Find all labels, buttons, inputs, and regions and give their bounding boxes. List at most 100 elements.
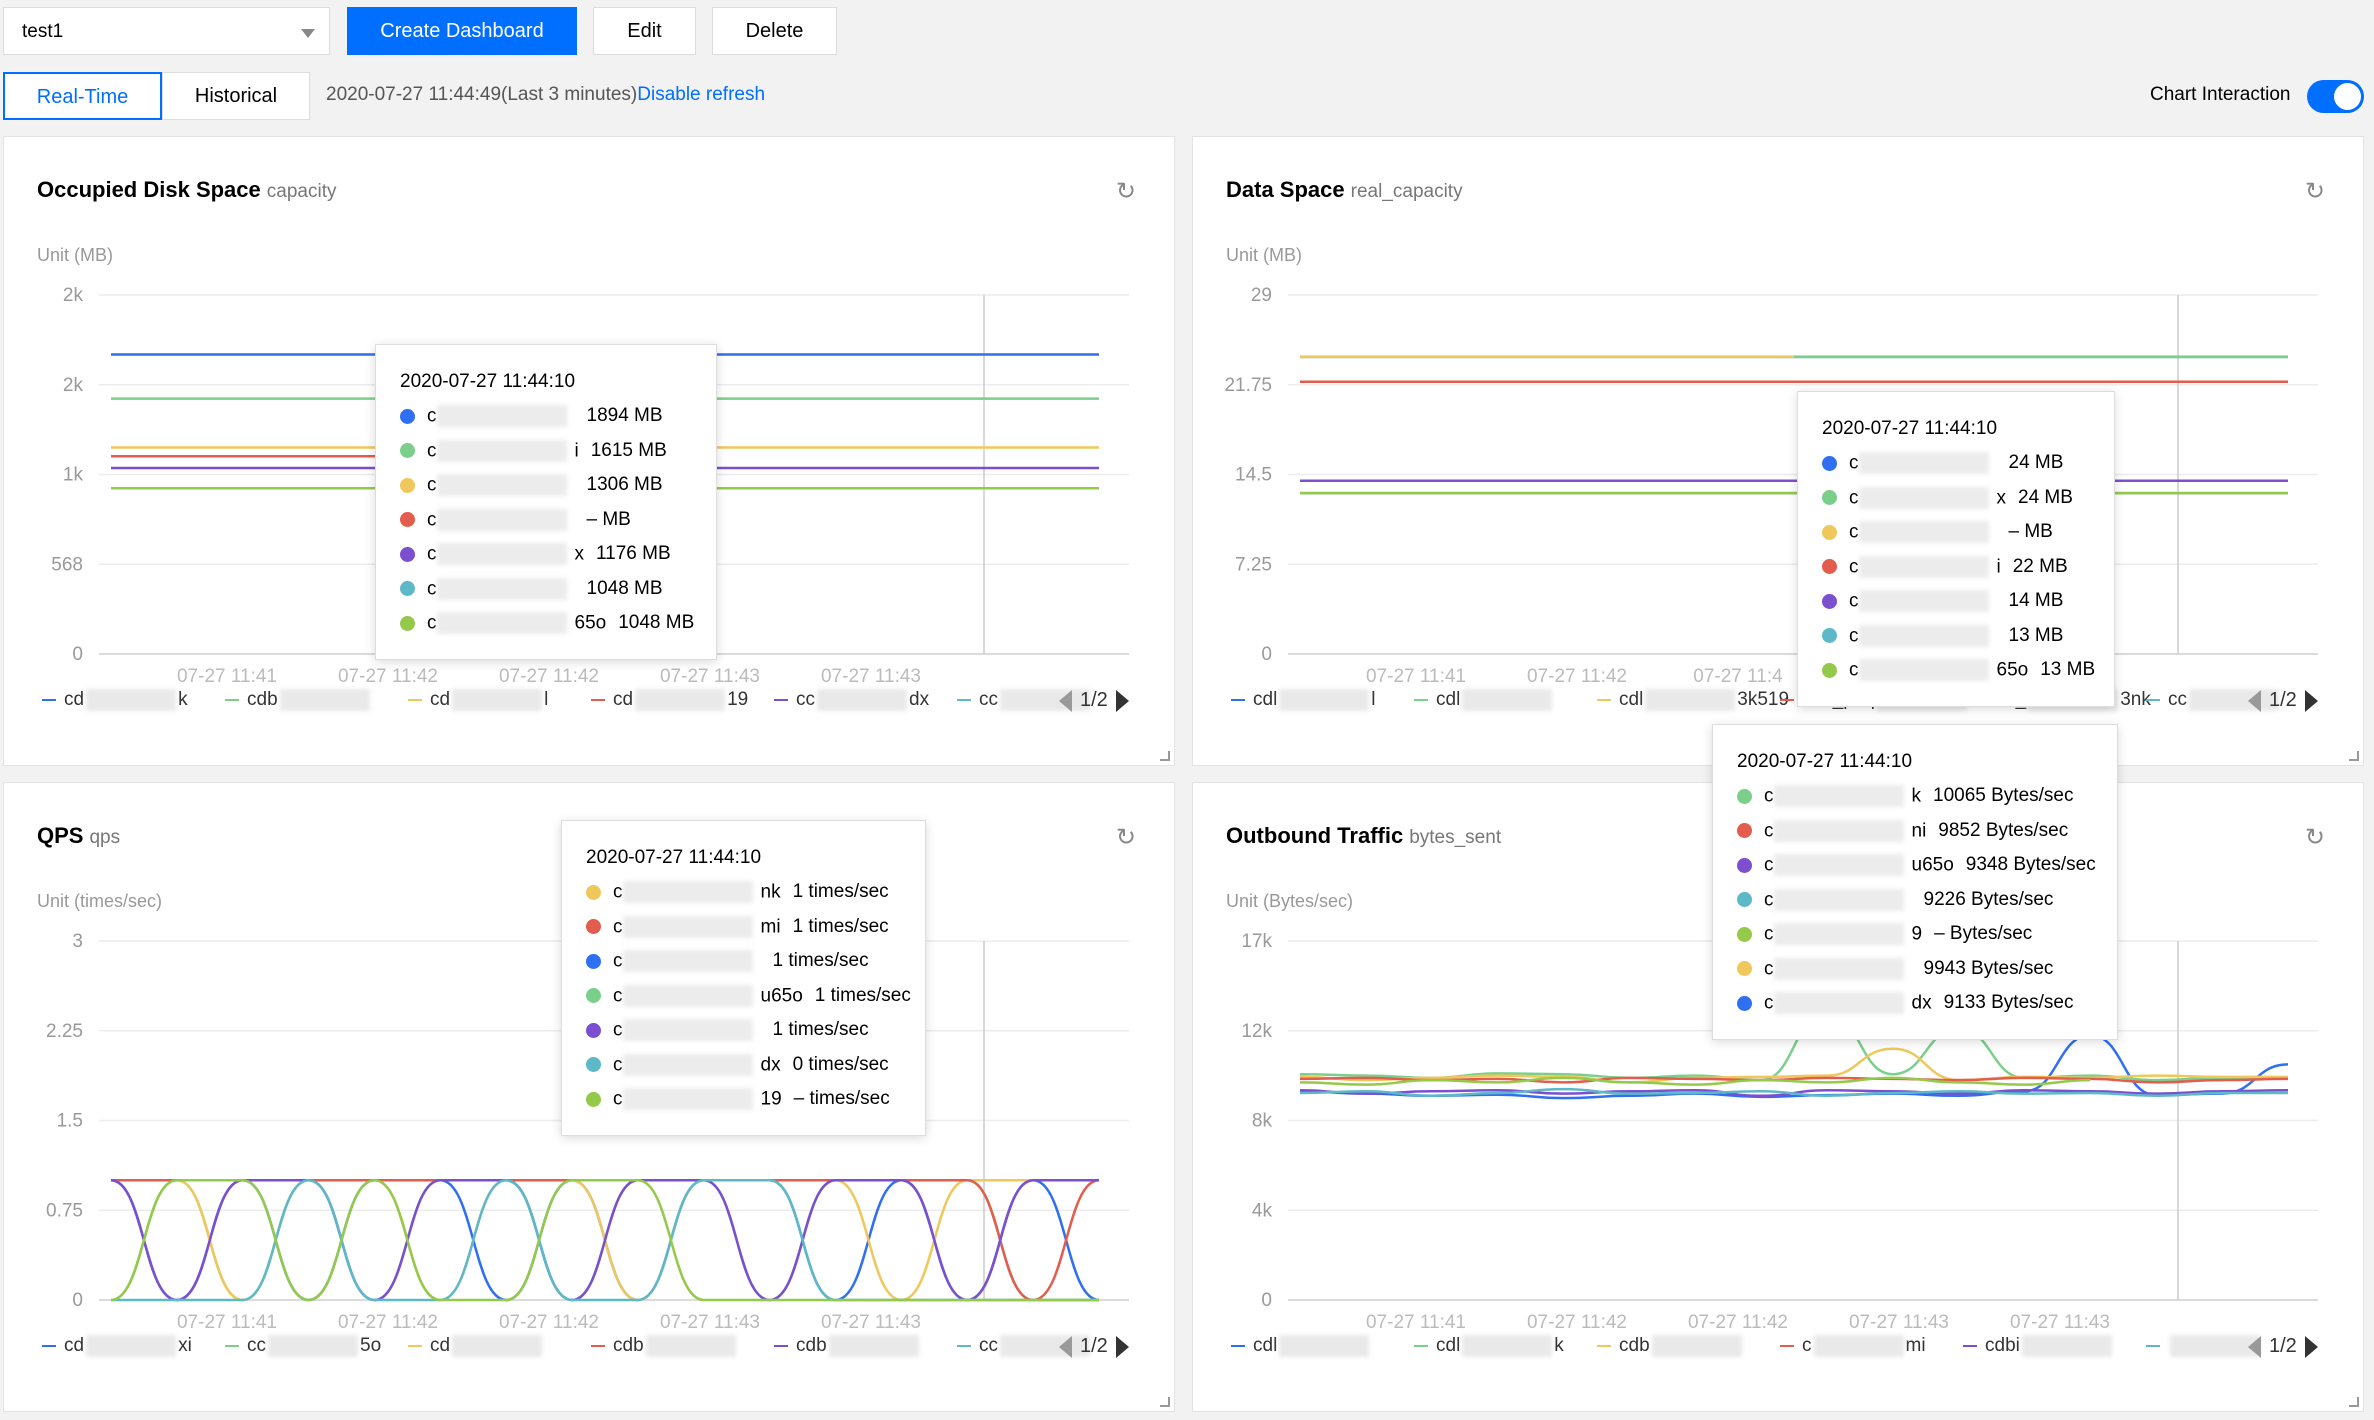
tooltip-prefix: c — [1764, 888, 1774, 910]
tooltip-row: c 9943 Bytes/sec — [1737, 952, 2093, 987]
tooltip-suffix: u65o — [1911, 854, 1954, 876]
tooltip-prefix: c — [427, 577, 437, 599]
series-dot-icon — [1822, 662, 1837, 678]
x-tick-label: 07-27 11:4 — [1693, 666, 1783, 687]
tooltip-name-redacted — [622, 881, 753, 904]
legend-swatch — [225, 699, 239, 701]
panel-title-text: QPS — [37, 823, 84, 848]
tooltip-name-redacted — [1773, 854, 1904, 877]
refresh-icon[interactable]: ↻ — [1115, 824, 1136, 851]
unit-label: Unit (Bytes/sec) — [1226, 891, 1354, 911]
prev-page-icon — [1059, 1335, 1072, 1358]
tooltip-time: 2020-07-27 11:44:10 — [1737, 751, 1913, 772]
legend-item[interactable] — [2146, 1335, 2262, 1357]
panel-occupied-disk-space: Occupied Disk Space capacity ↻ Unit (MB) 2k 2… — [3, 136, 1175, 766]
legend-item[interactable]: cdbi — [1963, 1335, 2114, 1357]
panel-title: Data Space real_capacity — [1226, 177, 1463, 203]
tooltip-prefix: c — [613, 1053, 623, 1075]
legend-swatch — [1597, 699, 1611, 701]
tooltip-value: – MB — [2008, 521, 2053, 542]
tooltip-row: c 24 MB — [1822, 446, 2090, 481]
tooltip-value: – Bytes/sec — [1934, 923, 2033, 944]
tooltip-prefix: c — [1764, 854, 1774, 876]
tooltip-suffix: 65o — [574, 612, 607, 634]
legend-swatch — [42, 1345, 56, 1347]
disable-refresh-link[interactable]: Disable refresh — [637, 84, 766, 105]
tooltip-prefix: c — [427, 439, 437, 461]
tooltip-row: c i 22 MB — [1822, 550, 2090, 585]
legend-item[interactable]: cdb — [1597, 1335, 1744, 1357]
edit-button[interactable]: Edit — [593, 7, 696, 55]
legend-prefix: cdb — [796, 1335, 827, 1357]
resize-handle-icon[interactable] — [1160, 751, 1170, 761]
legend-name-redacted — [1279, 689, 1370, 711]
tooltip-row: c 14 MB — [1822, 584, 2090, 619]
pager-text: 1/2 — [2269, 689, 2297, 711]
create-dashboard-button[interactable]: Create Dashboard — [347, 7, 577, 55]
panel-title: QPS qps — [37, 823, 120, 849]
legend-swatch — [1780, 699, 1794, 701]
legend-item[interactable]: c mi — [1780, 1335, 1926, 1357]
legend-item[interactable]: cdb — [774, 1335, 921, 1357]
chart-interaction-toggle[interactable] — [2307, 80, 2364, 113]
legend-item[interactable]: cd — [408, 1335, 544, 1357]
dashboard-select[interactable]: test1 — [3, 7, 330, 55]
legend-item[interactable]: cd 19 — [591, 689, 748, 711]
tooltip-name-redacted — [436, 474, 567, 497]
resize-handle-icon[interactable] — [2349, 1397, 2359, 1407]
legend-name-redacted — [452, 689, 543, 711]
legend-prefix: cdl — [1253, 1335, 1278, 1357]
time-range-label: 2020-07-27 11:44:49(Last 3 minutes) — [326, 84, 638, 105]
legend-name-redacted — [1462, 689, 1553, 711]
legend-item[interactable]: cd k — [42, 689, 188, 711]
legend-item[interactable]: cdl k — [1414, 1335, 1564, 1357]
resize-handle-icon[interactable] — [2349, 751, 2359, 761]
x-tick-label: 07-27 11:42 — [1527, 1312, 1627, 1333]
tab-historical[interactable]: Historical — [162, 72, 310, 120]
legend-item[interactable]: cc dx — [774, 689, 929, 711]
tooltip-row: c 65o 13 MB — [1822, 653, 2095, 688]
legend-prefix: cc — [796, 689, 815, 711]
tab-real-time[interactable]: Real-Time — [3, 72, 162, 120]
tooltip-name-redacted — [436, 612, 567, 635]
tooltip-row: c k 10065 Bytes/sec — [1737, 779, 2093, 814]
refresh-icon[interactable]: ↻ — [2304, 178, 2325, 205]
legend-item[interactable]: cdl l — [1231, 689, 1376, 711]
y-tick-label: 7.25 — [1235, 554, 1272, 575]
y-tick-label: 1.5 — [57, 1111, 83, 1132]
tooltip-suffix: u65o — [760, 984, 803, 1006]
chart-svg[interactable]: 2k 2k 1k 568 0 07-27 11:41 07-27 11:42 07-27 11… — [4, 137, 1176, 767]
refresh-icon[interactable]: ↻ — [1115, 178, 1136, 205]
legend-item[interactable]: cdb — [225, 689, 372, 711]
legend-suffix: 3nk — [2120, 689, 2151, 711]
legend-prefix: cdb — [613, 1335, 644, 1357]
legend-name-redacted — [828, 1335, 919, 1357]
delete-button[interactable]: Delete — [712, 7, 837, 55]
legend-item[interactable]: cc 5o — [225, 1335, 381, 1357]
y-tick-label: 0 — [72, 1290, 83, 1311]
tooltip-value: 1615 MB — [590, 439, 667, 461]
series-dot-icon — [586, 884, 601, 900]
tooltip-name-redacted — [622, 950, 753, 973]
tooltip-row: c nk 1 times/sec — [586, 875, 901, 910]
chart-legend: cd xi cc 5o cd cdb cdb cc — [42, 1335, 1142, 1365]
chart-svg[interactable]: 3 2.25 1.5 0.75 0 07-27 11:41 07-27 11:42 07-27… — [4, 783, 1176, 1413]
legend-item[interactable]: cd xi — [42, 1335, 192, 1357]
legend-item[interactable]: cdb — [591, 1335, 738, 1357]
legend-item[interactable]: cdl 3k519 — [1597, 689, 1789, 711]
series-dot-icon — [1737, 788, 1752, 804]
x-tick-label: 07-27 11:42 — [499, 1312, 599, 1333]
y-tick-label: 0 — [72, 644, 83, 665]
tooltip-prefix: c — [1849, 452, 1859, 474]
series-dot-icon — [1822, 524, 1837, 540]
resize-handle-icon[interactable] — [1160, 1397, 1170, 1407]
series-dot-icon — [400, 512, 415, 528]
legend-swatch — [1597, 1345, 1611, 1347]
legend-item[interactable]: cdl — [1414, 689, 1554, 711]
refresh-icon[interactable]: ↻ — [2304, 824, 2325, 851]
chart-svg[interactable]: 29 21.75 14.5 7.25 0 07-27 11:41 07-27 11:42 07… — [1193, 137, 2365, 767]
legend-prefix: c — [1802, 1335, 1812, 1357]
pager-text: 1/2 — [2269, 1335, 2297, 1357]
legend-item[interactable]: cdl — [1231, 1335, 1371, 1357]
